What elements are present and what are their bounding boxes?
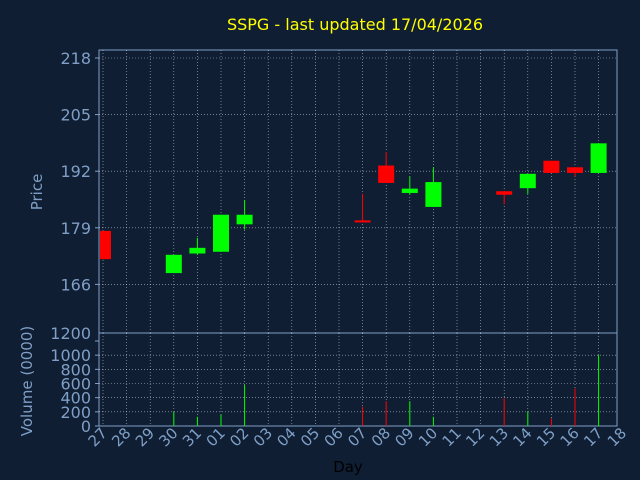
- x-tick-label: 15: [533, 424, 559, 450]
- x-tick-label: 14: [509, 424, 535, 450]
- candle-body: [425, 182, 442, 207]
- volume-tick-label: 0: [81, 417, 91, 436]
- candle-body: [519, 173, 536, 189]
- x-tick-label: 04: [273, 424, 299, 450]
- price-tick-label: 166: [60, 275, 91, 294]
- volume-tick-label: 1200: [50, 324, 91, 343]
- candle-body: [567, 167, 583, 173]
- x-tick-label: 03: [250, 424, 276, 450]
- volume-tick-label: 400: [60, 389, 91, 408]
- x-tick-label: 07: [344, 424, 370, 450]
- x-axis: 2728293031010203040506070809101112131415…: [85, 424, 630, 450]
- x-tick-label: 02: [226, 424, 252, 450]
- volume-tick-label: 800: [60, 360, 91, 379]
- candle-body: [401, 188, 418, 193]
- x-tick-label: 08: [368, 424, 394, 450]
- price-axis-label: Price: [28, 174, 46, 211]
- x-tick-label: 11: [439, 424, 465, 450]
- candle-body: [378, 165, 395, 183]
- chart-title: SSPG - last updated 17/04/2026: [227, 15, 483, 34]
- volume-tick-label: 200: [60, 403, 91, 422]
- x-axis-label: Day: [333, 458, 363, 476]
- x-tick-label: 29: [132, 424, 158, 450]
- candle-body: [213, 214, 229, 252]
- price-tick-label: 179: [60, 219, 91, 238]
- x-tick-label: 30: [155, 424, 181, 450]
- x-tick-label: 06: [321, 424, 347, 450]
- volume-tick-label: 1000: [50, 346, 91, 365]
- x-tick-label: 10: [415, 424, 441, 450]
- x-tick-label: 12: [462, 424, 488, 450]
- volume-tick-label: 600: [60, 375, 91, 394]
- price-tick-label: 192: [60, 162, 91, 181]
- price-panel: 218 205 192 179 166: [60, 49, 618, 334]
- candle-body: [496, 191, 513, 195]
- candle-body: [354, 220, 371, 223]
- price-tick-label: 218: [60, 49, 91, 68]
- x-tick-label: 13: [486, 424, 512, 450]
- candle-body: [189, 247, 206, 254]
- candle-body: [590, 143, 607, 173]
- price-plot-frame: [98, 49, 618, 334]
- x-tick-label: 16: [557, 424, 583, 450]
- x-tick-label: 18: [604, 424, 630, 450]
- candle-body: [236, 214, 253, 225]
- x-tick-label: 01: [203, 424, 229, 450]
- x-tick-label: 17: [580, 424, 606, 450]
- price-tick-label: 205: [60, 106, 91, 125]
- candle-body: [100, 230, 111, 260]
- candle-body: [165, 254, 182, 274]
- x-tick-label: 05: [297, 424, 323, 450]
- x-tick-label: 31: [179, 424, 205, 450]
- x-tick-label: 28: [108, 424, 134, 450]
- volume-axis-label: Volume (0000): [18, 326, 36, 436]
- volume-plot-frame: [98, 332, 618, 427]
- x-tick-label: 09: [391, 424, 417, 450]
- candle-body: [543, 160, 560, 173]
